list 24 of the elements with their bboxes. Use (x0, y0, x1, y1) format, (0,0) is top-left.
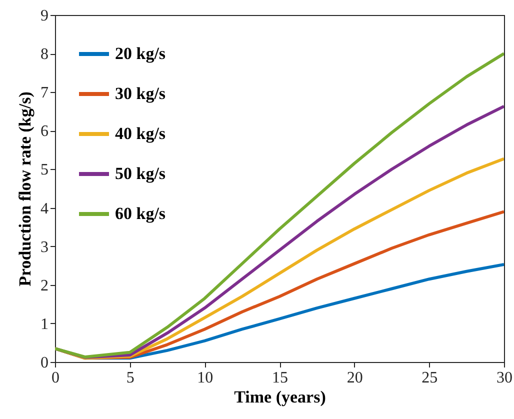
y-tick-label: 6 (40, 123, 48, 140)
y-tick-label: 1 (40, 316, 48, 333)
x-tick-label: 0 (52, 370, 60, 386)
legend-label: 20 kg/s (115, 44, 166, 63)
x-tick-label: 15 (272, 370, 288, 386)
x-tick-label: 30 (496, 370, 512, 386)
x-tick-label: 10 (197, 370, 214, 386)
legend-label: 40 kg/s (115, 124, 166, 143)
x-tick-label: 20 (346, 370, 363, 386)
y-tick-label: 7 (40, 84, 48, 102)
y-tick-label: 0 (40, 354, 48, 372)
legend-label: 30 kg/s (115, 84, 166, 103)
x-axis-title: Time (years) (234, 388, 326, 406)
y-tick-label: 3 (40, 238, 48, 256)
y-tick-label: 8 (40, 46, 48, 64)
y-axis-title: Production flow rate (kg/s) (16, 92, 34, 286)
legend-label: 60 kg/s (115, 204, 166, 223)
x-tick-label: 25 (422, 370, 438, 386)
legend-label: 50 kg/s (115, 164, 166, 183)
y-tick-label: 4 (40, 200, 48, 218)
y-tick-label: 9 (40, 8, 48, 24)
y-tick-label: 2 (40, 277, 48, 294)
x-tick-label: 5 (126, 370, 134, 386)
y-tick-label: 5 (40, 162, 48, 179)
